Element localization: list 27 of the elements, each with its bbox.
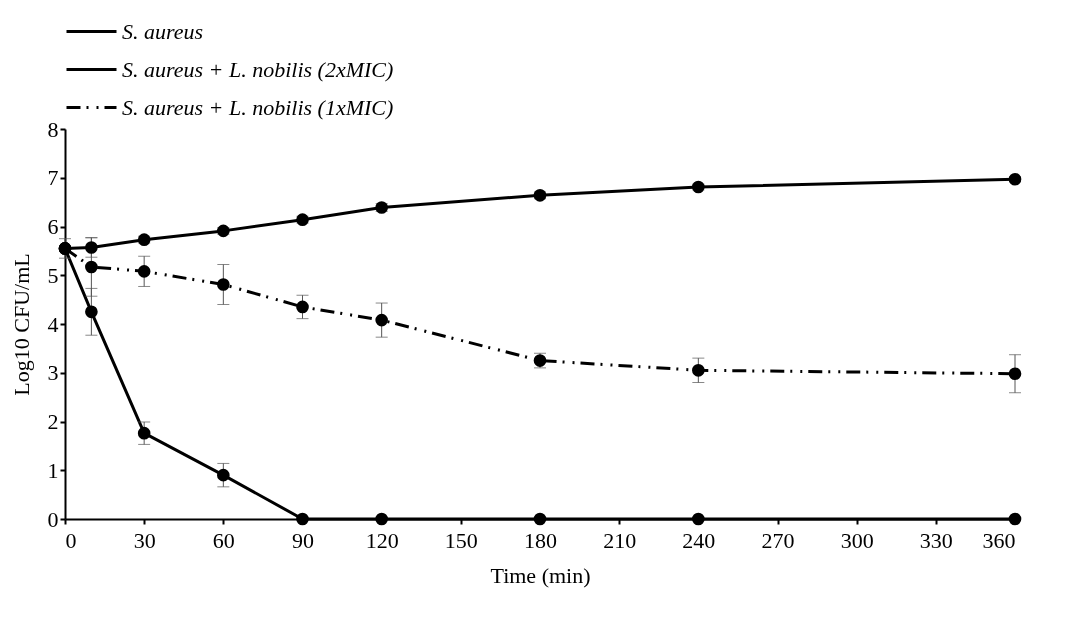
- y-tick-label: 8: [47, 116, 59, 142]
- x-tick-label: 90: [292, 527, 314, 553]
- y-tick-label: 0: [47, 506, 59, 532]
- y-tick-label: 2: [47, 409, 59, 434]
- x-axis-title: Time (min): [490, 562, 591, 588]
- x-tick-label: 30: [133, 527, 156, 553]
- y-tick-label: 1: [47, 457, 59, 483]
- y-tick-label: 7: [47, 165, 59, 191]
- x-tick-label: 60: [212, 527, 235, 553]
- x-tick-label: 270: [761, 527, 795, 553]
- x-tick-label: 150: [444, 527, 478, 553]
- x-tick-label: 360: [982, 527, 1016, 553]
- x-tick-label: 240: [682, 527, 716, 553]
- y-tick-label: 6: [47, 214, 59, 239]
- legend-label: S. aureus + L. nobilis (2xMIC): [122, 56, 394, 82]
- x-tick-label: 300: [840, 527, 874, 553]
- x-tick-label: 330: [919, 527, 953, 553]
- legend-label: S. aureus: [122, 18, 204, 44]
- x-tick-label: 0: [65, 527, 77, 553]
- x-tick-label: 210: [603, 527, 637, 553]
- legend-label: S. aureus + L. nobilis (1xMIC): [122, 94, 394, 120]
- y-tick-label: 5: [47, 262, 59, 288]
- y-axis-title: Log10 CFU/mL: [8, 253, 34, 396]
- x-tick-label: 120: [365, 527, 399, 553]
- y-tick-label: 3: [47, 360, 59, 386]
- x-tick-label: 180: [524, 527, 557, 553]
- y-tick-label: 4: [47, 311, 59, 337]
